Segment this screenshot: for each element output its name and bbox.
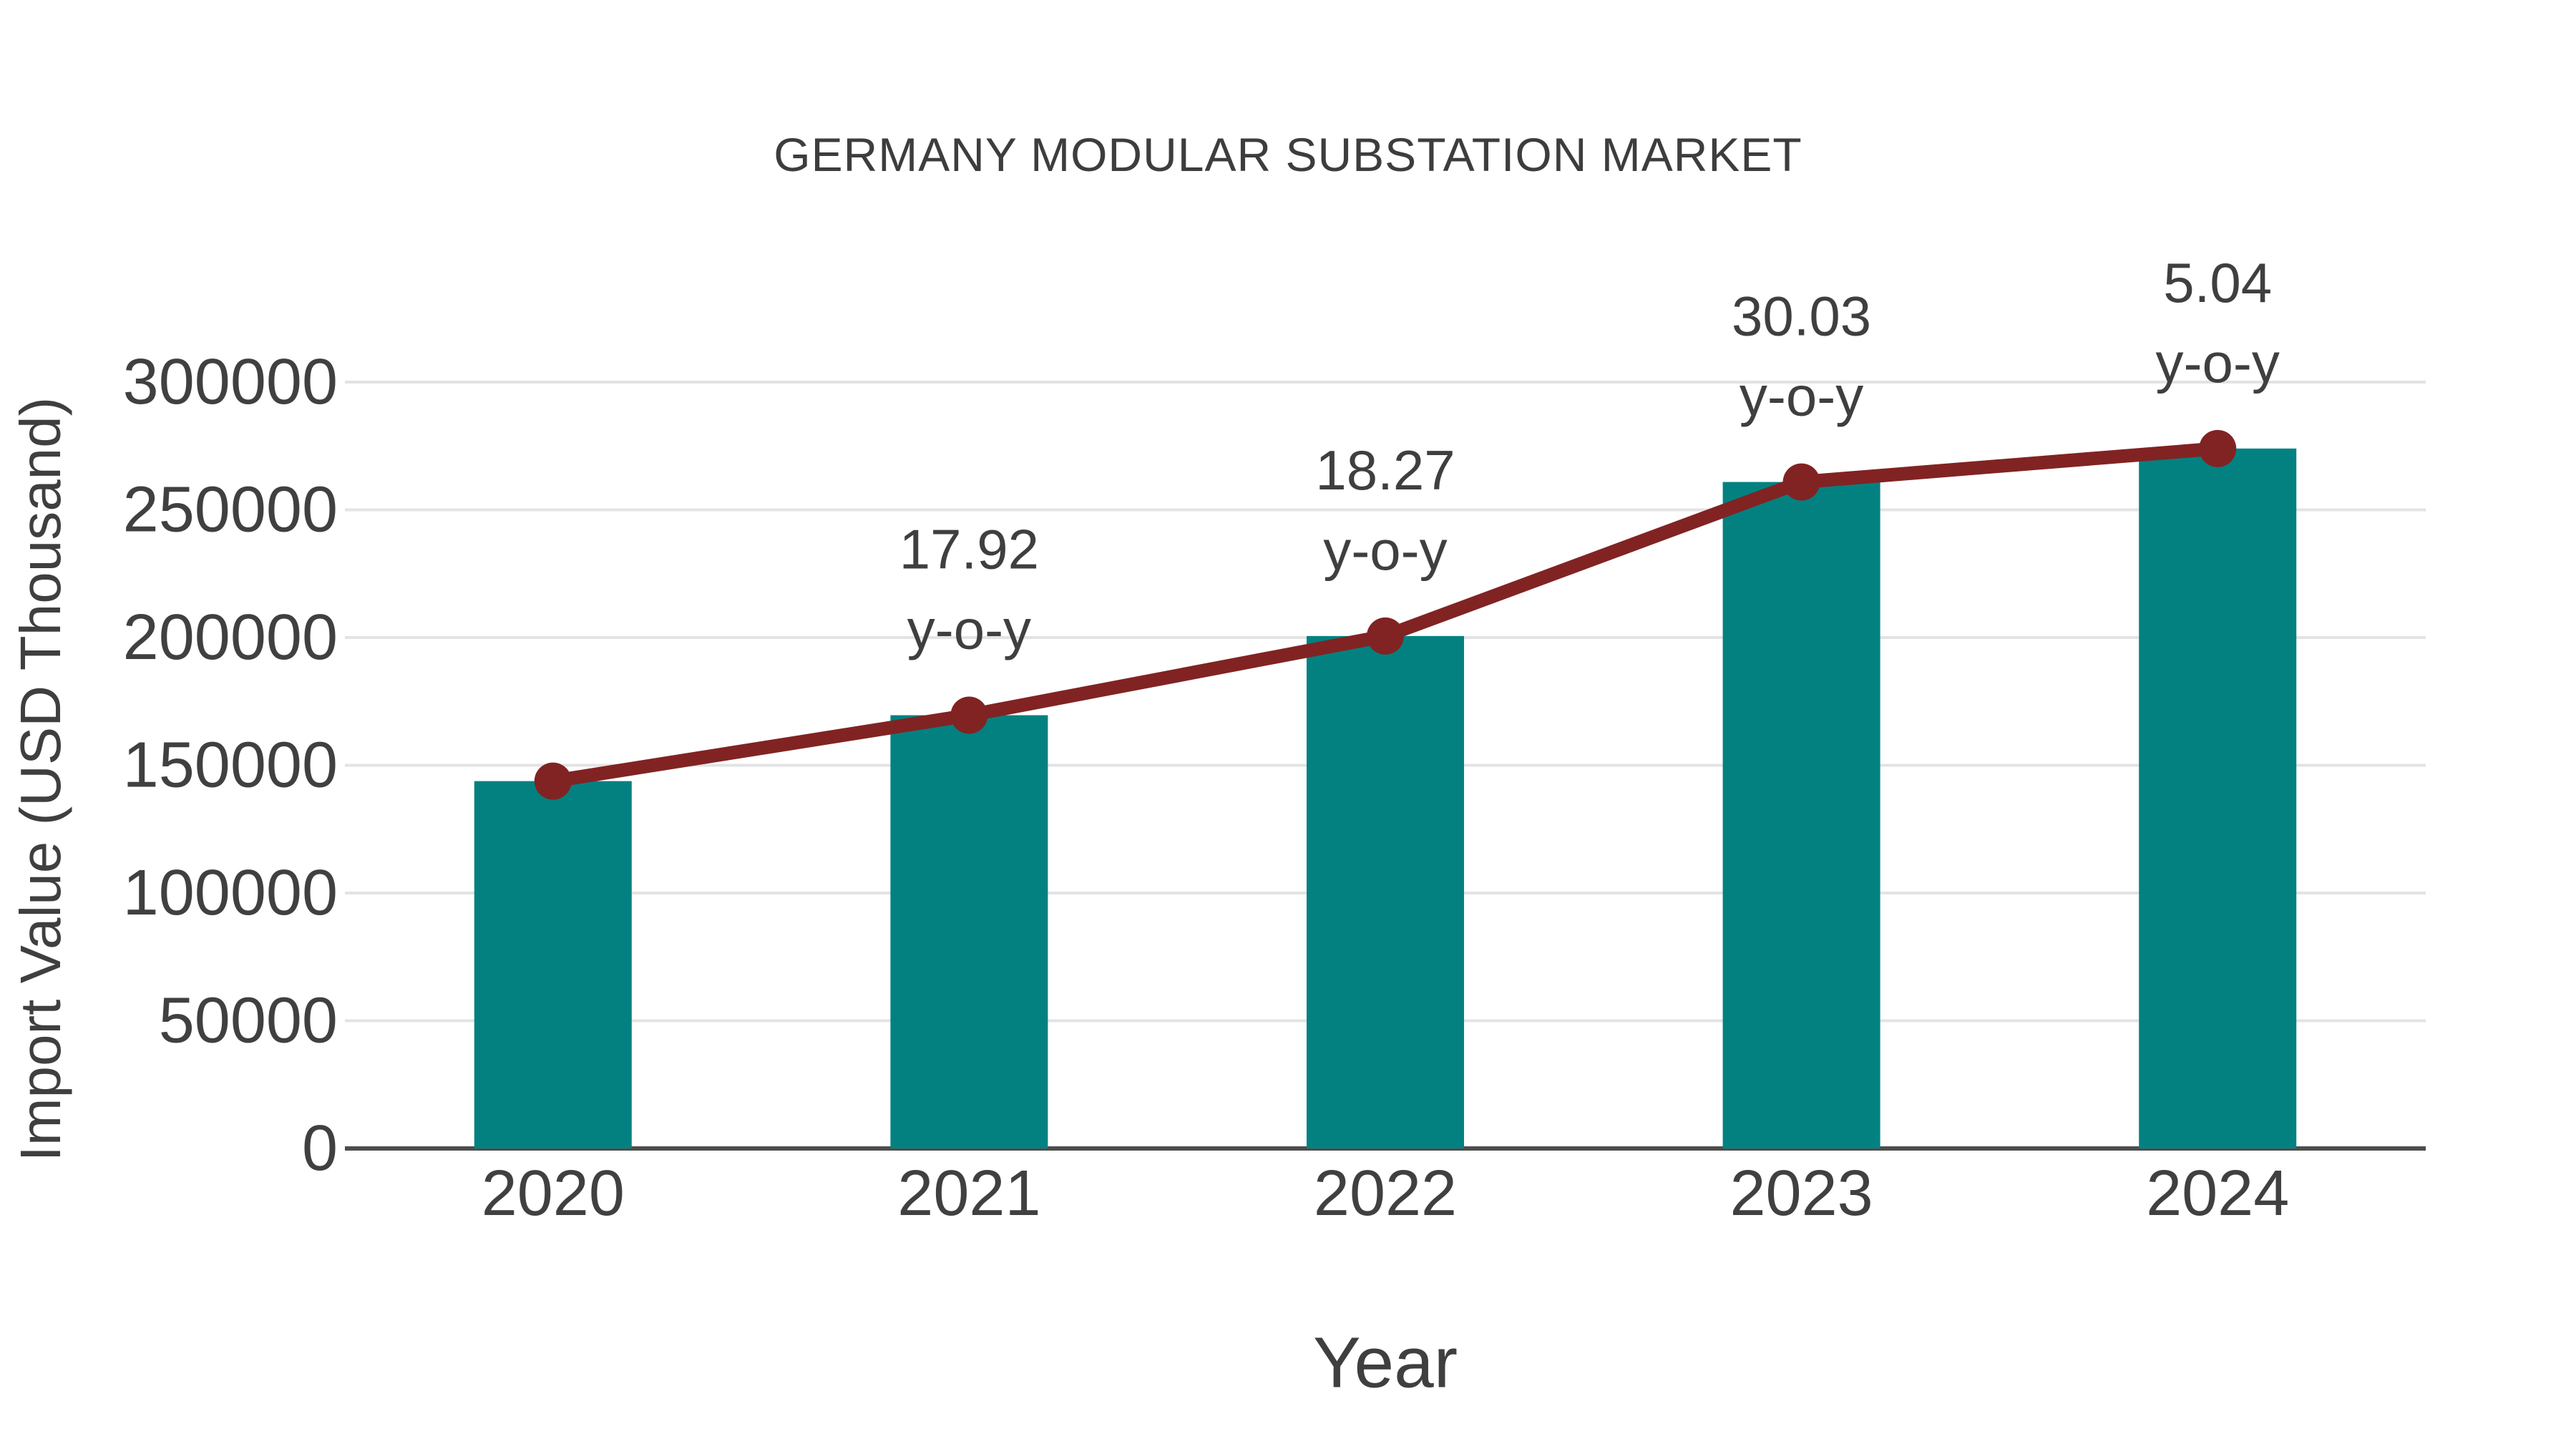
bar-2020 [474,781,632,1148]
marker-2024 [2199,429,2237,467]
y-tick-label-100000: 100000 [123,857,338,929]
yoy-value-2023: 30.03 [1732,285,1871,348]
bar-2023 [1722,482,1880,1148]
x-tick-label-2020: 2020 [482,1158,625,1229]
bar-2021 [890,715,1048,1148]
y-tick-label-0: 0 [302,1113,338,1184]
chart-title: GERMANY MODULAR SUBSTATION MARKET [774,128,1802,181]
marker-2022 [1367,617,1404,655]
marker-2020 [534,762,572,800]
x-tick-label-2021: 2021 [897,1158,1040,1229]
y-tick-label-150000: 150000 [123,730,338,801]
x-tick-label-2024: 2024 [2146,1158,2289,1229]
x-axis-title: Year [1312,1322,1458,1403]
y-tick-label-300000: 300000 [123,346,338,418]
yoy-value-2022: 18.27 [1315,439,1455,502]
y-tick-label-250000: 250000 [123,474,338,546]
yoy-suffix-2024: y-o-y [2156,331,2280,394]
x-tick-label-2023: 2023 [1729,1158,1873,1229]
yoy-suffix-2021: y-o-y [907,598,1031,661]
x-tick-label-2022: 2022 [1314,1158,1457,1229]
bar-2024 [2139,448,2297,1148]
marker-2023 [1782,463,1820,501]
yoy-value-2021: 17.92 [899,518,1039,581]
y-tick-label-200000: 200000 [123,602,338,673]
y-tick-label-50000: 50000 [159,985,338,1057]
marker-2021 [950,696,988,734]
yoy-suffix-2022: y-o-y [1323,519,1447,582]
yoy-suffix-2023: y-o-y [1740,365,1863,428]
yoy-value-2024: 5.04 [2163,251,2272,314]
bar-2022 [1307,635,1464,1148]
